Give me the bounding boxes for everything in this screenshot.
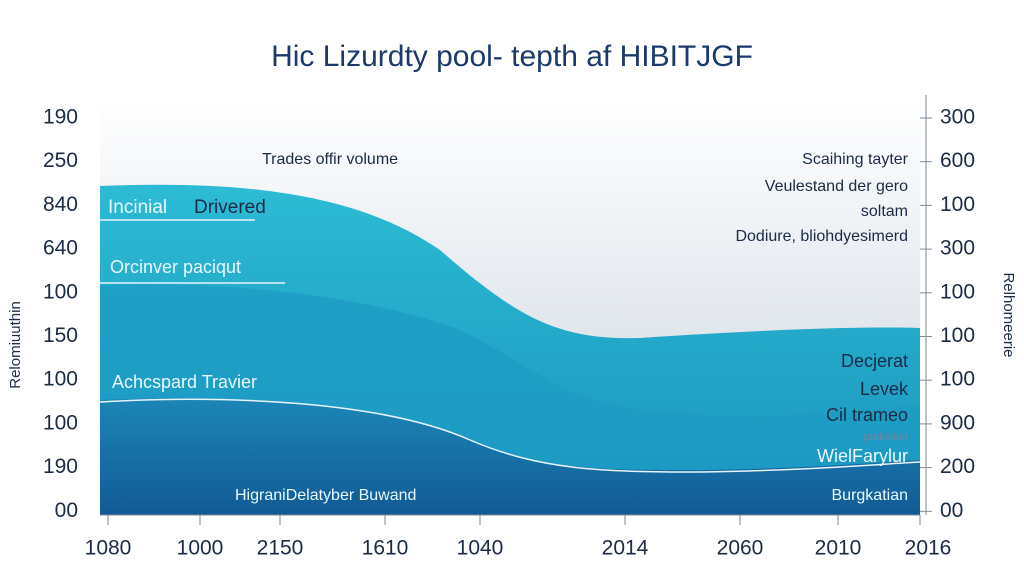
annotation: soltam bbox=[861, 203, 908, 220]
annotation: Cil trameo bbox=[826, 405, 908, 425]
left-tick-label: 00 bbox=[55, 499, 78, 522]
annotation: Levek bbox=[860, 379, 909, 399]
area-bottom bbox=[100, 398, 920, 515]
left-tick-label: 100 bbox=[43, 411, 78, 434]
left-tick-label: 250 bbox=[43, 149, 78, 172]
annotation: Veulestand der gero bbox=[765, 178, 908, 195]
right-tick-label: 300 bbox=[940, 106, 975, 129]
x-tick-label: 1080 bbox=[85, 537, 132, 560]
x-tick-label: 2016 bbox=[905, 537, 952, 560]
annotation: Decjerat bbox=[841, 351, 908, 371]
left-axis-label: Relomiuuthin bbox=[7, 301, 24, 389]
annotation: prolocion bbox=[863, 431, 908, 443]
x-tick-label: 2014 bbox=[602, 537, 649, 560]
left-tick-label: 190 bbox=[43, 106, 78, 129]
annotation: Dodiure, bliohdyesimerd bbox=[735, 228, 908, 245]
x-tick-label: 2150 bbox=[257, 537, 304, 560]
x-tick-label: 1000 bbox=[177, 537, 224, 560]
right-axis-label: Relhomeerie bbox=[1000, 272, 1017, 357]
annotation: Burgkatian bbox=[832, 487, 909, 504]
x-tick-label: 2010 bbox=[815, 537, 862, 560]
left-tick-label: 150 bbox=[43, 324, 78, 347]
right-tick-label: 900 bbox=[940, 411, 975, 434]
right-tick-label: 600 bbox=[940, 149, 975, 172]
x-tick-label: 2060 bbox=[717, 537, 764, 560]
annotation: WielFarylur bbox=[817, 446, 908, 466]
right-tick-label: 300 bbox=[940, 237, 975, 260]
annotation: Achcspard Travier bbox=[112, 372, 257, 392]
right-tick-label: 00 bbox=[940, 499, 963, 522]
left-tick-label: 100 bbox=[43, 280, 78, 303]
annotation: HigraniDelatyber Buwand bbox=[235, 487, 416, 504]
right-annotations: Scaihing tayter Veulestand der gero soltam… bbox=[735, 151, 909, 504]
right-tick-label: 100 bbox=[940, 280, 975, 303]
title: Hic Lizurdty pool- tepth af HIBITJGF bbox=[271, 40, 753, 73]
ticks: 190 250 840 640 100 150 100 100 190 00 300 600 100 30… bbox=[43, 106, 975, 560]
annotation: Orcinver paciqut bbox=[110, 257, 241, 277]
annotation: Trades offir volume bbox=[262, 151, 398, 168]
left-tick-label: 100 bbox=[43, 368, 78, 391]
annotation: Drivered bbox=[194, 197, 266, 218]
right-tick-label: 100 bbox=[940, 324, 975, 347]
right-tick-label: 100 bbox=[940, 193, 975, 216]
annotation: Scaihing tayter bbox=[802, 151, 909, 168]
right-tick-label: 200 bbox=[940, 455, 975, 478]
left-tick-label: 640 bbox=[43, 237, 78, 260]
left-tick-label: 840 bbox=[43, 193, 78, 216]
x-tick-label: 1610 bbox=[362, 537, 409, 560]
left-tick-label: 190 bbox=[43, 455, 78, 478]
right-tick-label: 100 bbox=[940, 368, 975, 391]
annotation: Incinial bbox=[108, 197, 167, 218]
x-tick-label: 1040 bbox=[457, 537, 504, 560]
line bbox=[99, 398, 921, 473]
